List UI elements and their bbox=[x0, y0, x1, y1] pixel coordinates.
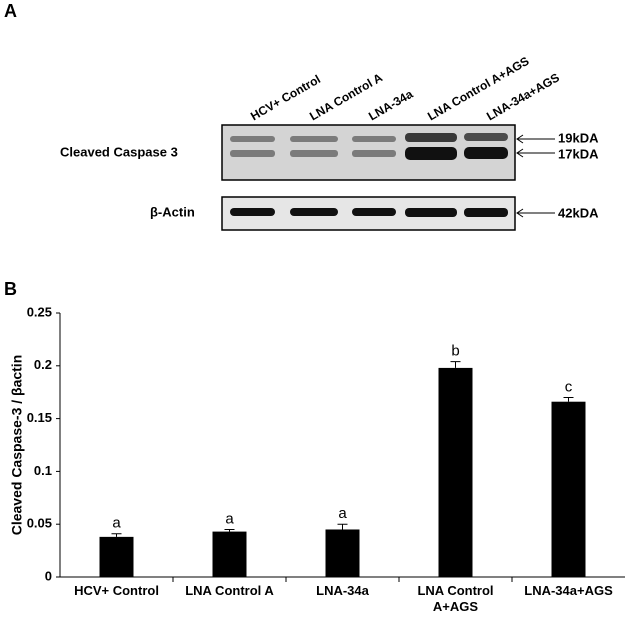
bar bbox=[325, 529, 360, 577]
x-tick-label: LNA-34a bbox=[316, 583, 369, 598]
x-tick-label-box: LNA-34a bbox=[316, 583, 369, 598]
error-bar bbox=[337, 523, 348, 530]
panel-label: B bbox=[4, 279, 17, 299]
bar bbox=[212, 531, 247, 577]
marker-label: 17kDA bbox=[558, 146, 599, 161]
x-tick-label: LNA Control A bbox=[185, 583, 274, 598]
marker-label: 19kDA bbox=[558, 130, 599, 145]
lane-label: LNA Control A+AGS bbox=[425, 54, 531, 124]
marker-label: 42kDA bbox=[558, 205, 599, 220]
x-tick-label-box: LNA-34a+AGS bbox=[524, 583, 613, 598]
y-tick-label: 0.2 bbox=[34, 357, 52, 372]
y-tick-label: 0.25 bbox=[27, 304, 52, 319]
bar bbox=[438, 367, 473, 577]
x-tick-label: LNA Control A+AGS bbox=[417, 583, 494, 614]
x-tick-label-box: LNA Control A+AGS bbox=[417, 583, 494, 614]
x-tick-label: LNA-34a+AGS bbox=[524, 583, 613, 598]
lane-label: LNA-34a bbox=[366, 87, 415, 124]
error-bar bbox=[224, 528, 235, 532]
x-tick-label-box: HCV+ Control bbox=[74, 583, 159, 598]
annotation: a bbox=[225, 510, 234, 527]
blot bbox=[221, 124, 516, 181]
panel-label: A bbox=[4, 1, 17, 21]
y-tick-label: 0.05 bbox=[27, 516, 52, 531]
y-tick-label: 0.15 bbox=[27, 410, 52, 425]
y-axis-label: Cleaved Caspase-3 / βactin bbox=[9, 355, 25, 536]
bar bbox=[551, 401, 586, 577]
error-bar bbox=[450, 361, 461, 368]
annotation: a bbox=[112, 515, 121, 532]
annotation: a bbox=[338, 505, 347, 522]
error-bar bbox=[563, 396, 574, 402]
bar bbox=[99, 536, 134, 577]
annotation: c bbox=[565, 378, 573, 395]
x-tick-label: HCV+ Control bbox=[74, 583, 159, 598]
blot bbox=[221, 196, 516, 231]
row-label: β-Actin bbox=[150, 204, 195, 219]
annotation: b bbox=[451, 343, 459, 360]
row-label: Cleaved Caspase 3 bbox=[60, 144, 178, 159]
y-tick-label: 0.1 bbox=[34, 463, 52, 478]
arrows bbox=[516, 134, 555, 218]
x-tick-label-box: LNA Control A bbox=[185, 583, 274, 598]
error-bar bbox=[111, 533, 122, 537]
y-tick-label: 0 bbox=[45, 568, 52, 583]
